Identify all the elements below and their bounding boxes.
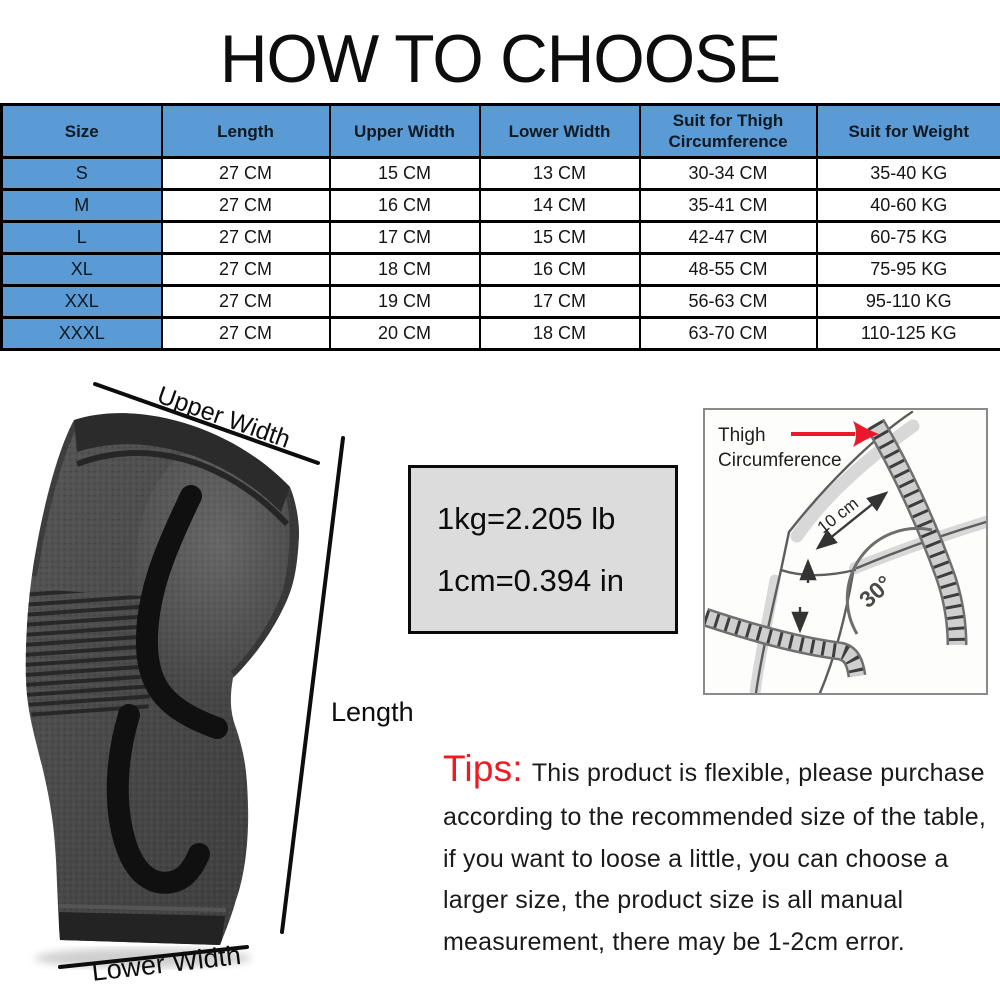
cell-size: M bbox=[0, 188, 163, 223]
cell-thigh: 35-41 CM bbox=[638, 188, 818, 223]
cell-size: XXL bbox=[0, 284, 163, 319]
tips-line: measurement, there may be 1-2cm error. bbox=[443, 927, 905, 956]
header-thigh-circumference: Suit for Thigh Circumference bbox=[638, 103, 818, 159]
angle-arc bbox=[845, 526, 933, 635]
cell-thigh: 56-63 CM bbox=[638, 284, 818, 319]
table-row: S 27 CM 15 CM 13 CM 30-34 CM 35-40 KG bbox=[0, 156, 1000, 191]
tips-text: This product is flexible, please purchas… bbox=[531, 759, 985, 787]
cell-size: XL bbox=[0, 252, 163, 287]
cell-weight: 75-95 KG bbox=[815, 252, 1000, 287]
cell-weight: 60-75 KG bbox=[815, 220, 1000, 255]
red-arrow-icon bbox=[791, 421, 879, 447]
table-header-row: Size Length Upper Width Lower Width Suit… bbox=[0, 103, 1000, 159]
cell-upper: 15 CM bbox=[328, 156, 481, 191]
table-row: XXL 27 CM 19 CM 17 CM 56-63 CM 95-110 KG bbox=[0, 284, 1000, 319]
calf-tape-icon bbox=[701, 607, 867, 678]
cell-weight: 35-40 KG bbox=[815, 156, 1000, 191]
cell-upper: 18 CM bbox=[328, 252, 481, 287]
header-size: Size bbox=[0, 103, 163, 159]
cell-upper: 19 CM bbox=[328, 284, 481, 319]
cell-weight: 95-110 KG bbox=[815, 284, 1000, 319]
cell-lower: 18 CM bbox=[478, 316, 641, 351]
cell-size: S bbox=[0, 156, 163, 191]
cell-upper: 17 CM bbox=[328, 220, 481, 255]
cell-lower: 13 CM bbox=[478, 156, 641, 191]
thigh-label: Thigh bbox=[718, 425, 766, 446]
length-label: Length bbox=[331, 697, 414, 727]
tips-line: according to the recommended size of the… bbox=[443, 803, 987, 831]
cell-weight: 40-60 KG bbox=[815, 188, 1000, 223]
cell-length: 27 CM bbox=[160, 252, 331, 287]
cell-upper: 16 CM bbox=[328, 188, 481, 223]
header-upper-width: Upper Width bbox=[328, 103, 481, 159]
table-row: XXXL 27 CM 20 CM 18 CM 63-70 CM 110-125 … bbox=[0, 316, 1000, 351]
thigh-measure-diagram: Thigh Circumference 10 cm 30° bbox=[701, 408, 992, 699]
unit-conversion-box: 1kg=2.205 lb 1cm=0.394 in bbox=[408, 465, 678, 634]
header-length: Length bbox=[160, 103, 331, 159]
tips-line: Tips: This product is flexible, please pu… bbox=[443, 746, 991, 796]
ten-cm-arrow bbox=[815, 491, 889, 550]
table-row: XL 27 CM 18 CM 16 CM 48-55 CM 75-95 KG bbox=[0, 252, 1000, 287]
angle-label: 30° bbox=[854, 570, 897, 613]
cell-thigh: 42-47 CM bbox=[638, 220, 818, 255]
cell-length: 27 CM bbox=[160, 188, 331, 223]
cell-length: 27 CM bbox=[160, 156, 331, 191]
cell-weight: 110-125 KG bbox=[815, 316, 1000, 351]
tips-line: larger size, the product size is all man… bbox=[443, 886, 904, 914]
tips-label: Tips: bbox=[443, 748, 523, 789]
table-row: M 27 CM 16 CM 14 CM 35-41 CM 40-60 KG bbox=[0, 188, 1000, 223]
cell-thigh: 63-70 CM bbox=[638, 316, 818, 351]
cell-lower: 16 CM bbox=[478, 252, 641, 287]
cell-length: 27 CM bbox=[160, 316, 331, 351]
page-title: HOW TO CHOOSE bbox=[219, 21, 781, 97]
cell-size: L bbox=[0, 220, 163, 255]
circumference-label: Circumference bbox=[718, 450, 842, 471]
cell-size: XXXL bbox=[0, 316, 163, 351]
header-lower-width: Lower Width bbox=[478, 103, 641, 159]
cell-lower: 17 CM bbox=[478, 284, 641, 319]
diagram-drawing: Thigh Circumference 10 cm 30° bbox=[701, 410, 992, 699]
cell-thigh: 30-34 CM bbox=[638, 156, 818, 191]
cell-lower: 14 CM bbox=[478, 188, 641, 223]
cell-lower: 15 CM bbox=[478, 220, 641, 255]
header-weight: Suit for Weight bbox=[815, 103, 1000, 159]
thigh-tape-icon bbox=[865, 418, 968, 646]
cell-upper: 20 CM bbox=[328, 316, 481, 351]
tips-section: Tips: This product is flexible, please pu… bbox=[443, 746, 991, 963]
cell-length: 27 CM bbox=[160, 220, 331, 255]
tips-line: if you want to loose a little, you can c… bbox=[443, 844, 949, 873]
kg-to-lb: 1kg=2.205 lb bbox=[437, 500, 616, 536]
cell-length: 27 CM bbox=[160, 284, 331, 319]
table-row: L 27 CM 17 CM 15 CM 42-47 CM 60-75 KG bbox=[0, 220, 1000, 255]
knee-sleeve-photo bbox=[25, 413, 299, 968]
cm-to-in: 1cm=0.394 in bbox=[437, 562, 624, 598]
cell-thigh: 48-55 CM bbox=[638, 252, 818, 287]
size-table: Size Length Upper Width Lower Width Suit… bbox=[0, 103, 1000, 351]
